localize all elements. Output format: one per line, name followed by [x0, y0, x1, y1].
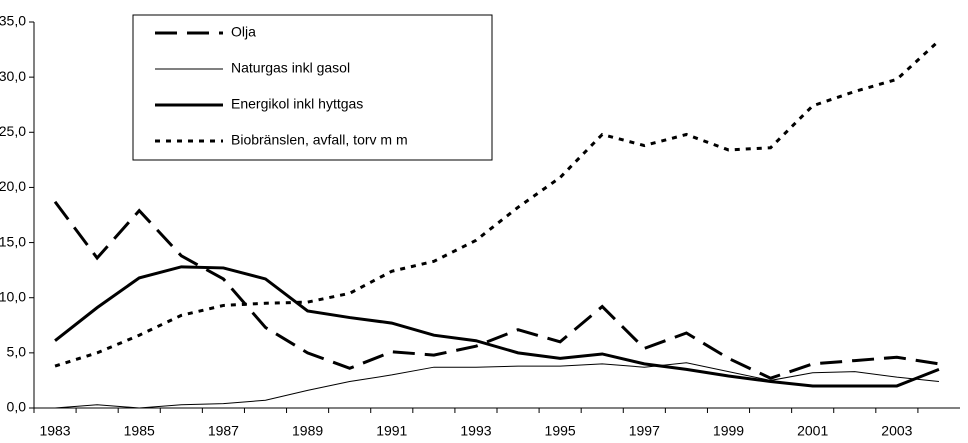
y-tick-label: 0,0	[7, 399, 27, 415]
legend-label: Biobränslen, avfall, torv m m	[231, 132, 408, 148]
y-tick-label: 5,0	[7, 344, 27, 360]
x-tick-label: 1995	[545, 423, 576, 439]
x-tick-label: 1993	[460, 423, 491, 439]
y-tick-label: 25,0	[0, 123, 26, 139]
line-series	[54, 39, 940, 368]
legend-label: Energikol inkl hyttgas	[231, 96, 363, 112]
legend-box	[132, 14, 493, 161]
x-tick-label: 1997	[629, 423, 660, 439]
x-tick-label: 2003	[881, 423, 912, 439]
legend-label: Naturgas inkl gasol	[231, 60, 350, 76]
x-tick-label: 1985	[124, 423, 155, 439]
y-tick-label: 35,0	[0, 13, 26, 29]
y-tick-label: 20,0	[0, 178, 26, 194]
y-tick-label: 10,0	[0, 288, 26, 304]
x-tick-label: 2001	[797, 423, 828, 439]
y-tick-label: 30,0	[0, 68, 26, 84]
x-tick-label: 1991	[376, 423, 407, 439]
line-series	[53, 200, 940, 380]
x-tick-label: 1983	[39, 423, 70, 439]
line-series	[55, 362, 940, 409]
x-tick-label: 1987	[208, 423, 239, 439]
line-series	[54, 265, 940, 388]
x-tick-label: 1989	[292, 423, 323, 439]
x-tick-label: 1999	[713, 423, 744, 439]
legend-label: Olja	[231, 24, 256, 40]
y-tick-label: 15,0	[0, 233, 26, 249]
